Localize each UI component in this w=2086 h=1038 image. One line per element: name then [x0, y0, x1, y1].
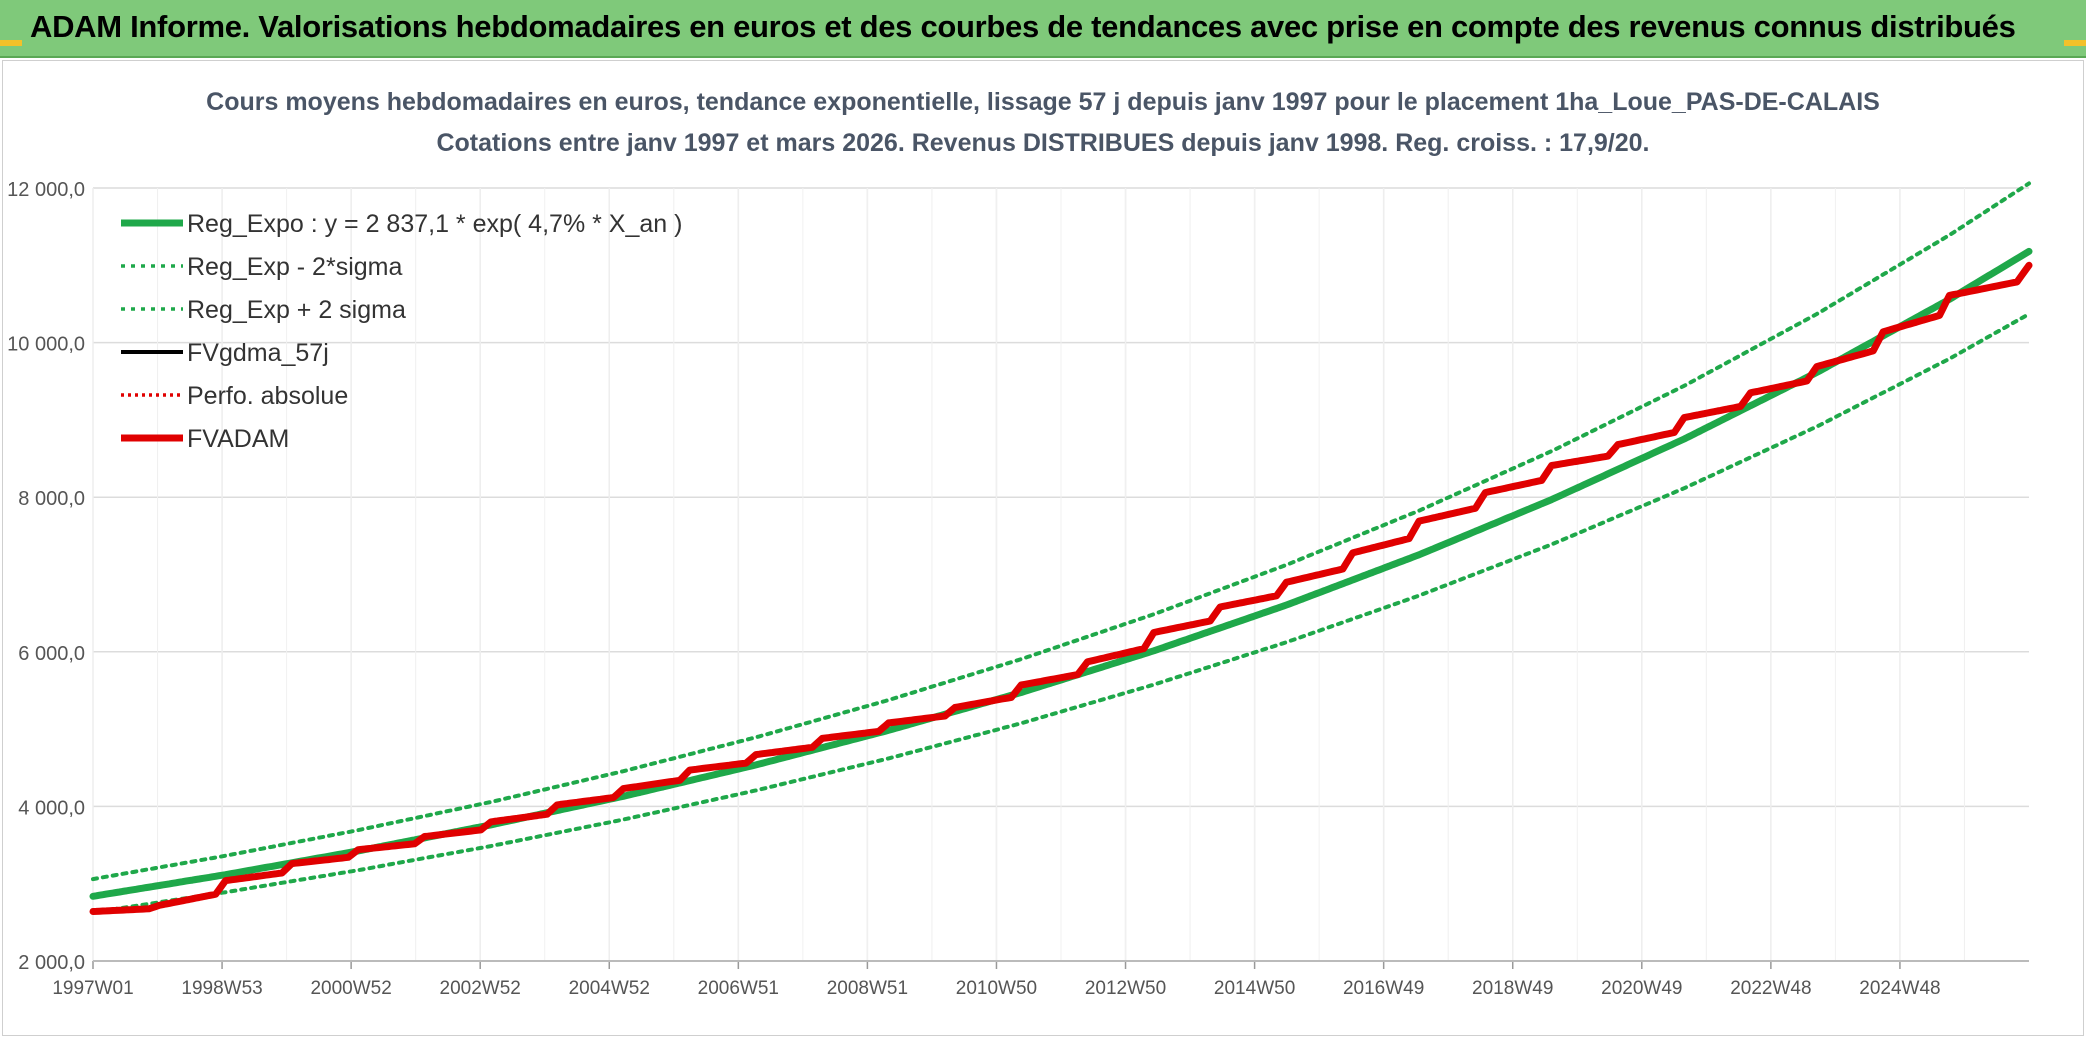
corner-mark-right	[2064, 40, 2086, 46]
x-tick-label: 2016W49	[1343, 978, 1424, 999]
x-tick-label: 1998W53	[181, 978, 262, 999]
report-banner: ADAM Informe. Valorisations hebdomadaire…	[0, 0, 2086, 58]
gridlines	[92, 187, 2029, 962]
legend-label: FVgdma_57j	[187, 339, 329, 367]
x-tick-label: 2006W51	[698, 978, 779, 999]
x-tick-label: 2002W52	[440, 978, 521, 999]
legend-label: Reg_Exp + 2 sigma	[187, 296, 406, 324]
x-tick-label: 2020W49	[1601, 978, 1682, 999]
axes: 2 000,0 4 000,0 6 000,0 8 000,0 10 000,0 12 0…	[7, 179, 2029, 999]
trend-line-minus-2sigma	[91, 312, 2031, 915]
legend-label: Reg_Exp - 2*sigma	[187, 253, 402, 281]
y-tick-label: 6 000,0	[18, 643, 85, 665]
legend-label: Perfo. absolue	[187, 382, 348, 410]
chart-legend: Reg_Expo : y = 2 837,1 * exp( 4,7% * X_a…	[121, 210, 682, 453]
y-tick-label: 4 000,0	[18, 797, 85, 819]
y-tick-label: 2 000,0	[18, 952, 85, 974]
legend-label: Reg_Expo : y = 2 837,1 * exp( 4,7% * X_a…	[187, 210, 682, 238]
corner-mark-left	[0, 40, 22, 46]
y-tick-label: 10 000,0	[7, 334, 85, 356]
y-tick-label: 8 000,0	[18, 488, 85, 510]
chart-title: Cours moyens hebdomadaires en euros, ten…	[206, 88, 1880, 116]
trend-line-plus-2sigma	[91, 181, 2031, 882]
x-tick-label: 2024W48	[1859, 978, 1940, 999]
x-tick-label: 2022W48	[1730, 978, 1811, 999]
series-line-fvadam	[89, 261, 2033, 915]
x-tick-label: 2010W50	[956, 978, 1037, 999]
x-tick-label: 2012W50	[1085, 978, 1166, 999]
chart-subtitle: Cotations entre janv 1997 et mars 2026. …	[436, 129, 1649, 157]
x-tick-label: 2014W50	[1214, 978, 1295, 999]
exponential-trend-chart: 2 000,0 4 000,0 6 000,0 8 000,0 10 000,0 12 0…	[7, 88, 2033, 999]
chart-area: 2 000,0 4 000,0 6 000,0 8 000,0 10 000,0 12 0…	[2, 60, 2084, 1036]
report-title: ADAM Informe. Valorisations hebdomadaire…	[30, 9, 2016, 44]
x-tick-label: 2004W52	[569, 978, 650, 999]
x-tick-label: 2000W52	[310, 978, 391, 999]
legend-label: FVADAM	[187, 425, 289, 453]
x-tick-label: 2008W51	[827, 978, 908, 999]
y-tick-label: 12 000,0	[7, 179, 85, 201]
x-tick-label: 1997W01	[52, 978, 133, 999]
series-lines	[89, 181, 2033, 915]
x-tick-label: 2018W49	[1472, 978, 1553, 999]
